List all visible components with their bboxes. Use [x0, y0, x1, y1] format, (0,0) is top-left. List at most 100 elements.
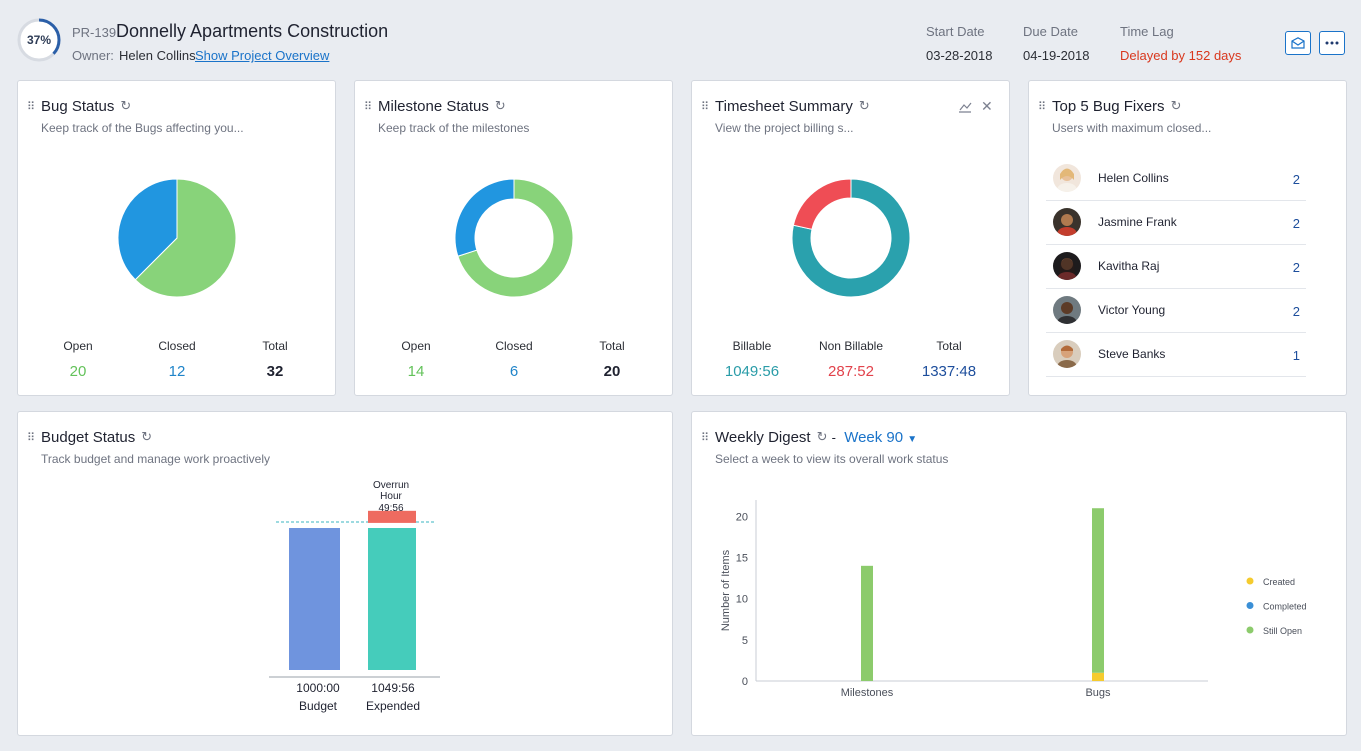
- y-tick-label: 0: [742, 676, 748, 688]
- open-slice[interactable]: [457, 178, 574, 298]
- bar-milestones-still-open[interactable]: [861, 565, 873, 681]
- drag-handle-icon[interactable]: ⠿: [27, 101, 35, 113]
- widget-title: Bug Status ↻: [41, 98, 131, 115]
- nonbillable-stat: Non Billable 287:52: [801, 339, 901, 380]
- progress-percent: 37%: [26, 33, 52, 47]
- bar-bugs-created[interactable]: [1092, 672, 1104, 681]
- weekly-digest-chart: 0 5 10 15 20 Number of Items Milestones Bugs Cre…: [720, 500, 1307, 699]
- billable-slice[interactable]: [791, 178, 911, 298]
- y-tick-label: 15: [736, 553, 748, 565]
- chart-type-icon[interactable]: [958, 100, 972, 116]
- overrun-label-1: Overrun: [373, 480, 409, 491]
- widget-title-text: Bug Status: [41, 98, 115, 115]
- project-header: 37% PR-139 Donnelly Apartments Construct…: [0, 0, 1361, 76]
- y-tick-label: 10: [736, 594, 748, 606]
- timesheet-donut: [791, 178, 911, 298]
- more-options-button[interactable]: [1319, 31, 1345, 55]
- total-value: 1337:48: [921, 363, 977, 380]
- list-item[interactable]: Steve Banks 1: [1046, 333, 1306, 377]
- closed-value: 12: [168, 363, 186, 380]
- widget-title-text: Timesheet Summary: [715, 98, 853, 115]
- owner-name: Helen Collins: [119, 48, 196, 63]
- avatar: [1053, 252, 1081, 280]
- time-lag: Time Lag Delayed by 152 days: [1120, 24, 1241, 63]
- closed-slice[interactable]: [454, 178, 515, 257]
- drag-handle-icon[interactable]: ⠿: [364, 101, 372, 113]
- list-item[interactable]: Jasmine Frank 2: [1046, 201, 1306, 245]
- closed-label: Closed: [495, 339, 533, 353]
- refresh-icon[interactable]: ↻: [494, 98, 506, 113]
- mail-button[interactable]: [1285, 31, 1311, 55]
- list-item[interactable]: Victor Young 2: [1046, 289, 1306, 333]
- budget-label: Budget: [299, 699, 338, 713]
- billable-stat: Billable 1049:56: [702, 339, 802, 380]
- legend-marker: [1246, 577, 1254, 585]
- show-project-overview-link[interactable]: Show Project Overview: [195, 48, 330, 63]
- refresh-icon[interactable]: ↻: [120, 98, 132, 113]
- nonbillable-slice[interactable]: [792, 178, 852, 230]
- x-tick-label: Milestones: [841, 687, 894, 699]
- billable-value: 1049:56: [724, 363, 780, 380]
- fixer-count: 2: [1292, 216, 1300, 231]
- project-id: PR-139: [72, 25, 117, 40]
- refresh-icon[interactable]: ↻: [816, 429, 828, 444]
- milestone-status-widget: ⠿ Milestone Status ↻ Keep track of the mi…: [354, 80, 673, 396]
- total-label: Total: [936, 339, 962, 353]
- list-item[interactable]: Kavitha Raj 2: [1046, 245, 1306, 289]
- fixer-count: 2: [1292, 260, 1300, 275]
- avatar-image: [1053, 208, 1081, 236]
- milestone-status-donut: [454, 178, 574, 298]
- closed-slice[interactable]: [117, 178, 178, 281]
- avatar-image: [1053, 340, 1081, 368]
- legend-label[interactable]: Created: [1263, 577, 1295, 587]
- open-slice[interactable]: [134, 178, 237, 298]
- avatar: [1053, 164, 1081, 192]
- drag-handle-icon[interactable]: ⠿: [701, 432, 709, 444]
- progress-ring-graphic: [17, 18, 61, 62]
- overrun-value: 49:56: [378, 503, 403, 514]
- due-date: Due Date 04-19-2018: [1023, 24, 1090, 63]
- time-lag-value: Delayed by 152 days: [1120, 48, 1242, 63]
- budget-chart: Overrun Hour 49:56 1000:00 Budget 1049:5…: [269, 480, 440, 713]
- total-label: Total: [262, 339, 288, 353]
- refresh-icon[interactable]: ↻: [1170, 98, 1182, 113]
- overrun-bar: [368, 510, 416, 523]
- refresh-icon[interactable]: ↻: [858, 98, 870, 113]
- chart-type-icon-graphic: [959, 102, 972, 113]
- legend-marker: [1246, 626, 1254, 634]
- widget-title: Milestone Status ↻: [378, 98, 506, 115]
- widget-title-text: Weekly Digest: [715, 429, 811, 446]
- title-separator: -: [831, 430, 837, 445]
- budget-value: 1000:00: [296, 681, 340, 695]
- drag-handle-icon[interactable]: ⠿: [27, 432, 35, 444]
- open-label: Open: [401, 339, 431, 353]
- drag-handle-icon[interactable]: ⠿: [1038, 101, 1046, 113]
- refresh-icon[interactable]: ↻: [141, 429, 153, 444]
- fixer-name: Kavitha Raj: [1098, 259, 1160, 273]
- total-label: Total: [599, 339, 625, 353]
- timesheet-summary-widget: ⠿ Timesheet Summary ↻ View the project bi…: [691, 80, 1010, 396]
- nonbillable-value: 287:52: [828, 363, 874, 380]
- overrun-label-2: Hour: [380, 491, 402, 502]
- progress-ring: 37%: [16, 17, 62, 63]
- time-lag-label: Time Lag: [1120, 24, 1174, 39]
- fixer-name: Helen Collins: [1098, 171, 1169, 185]
- open-stat: Open 14: [366, 339, 466, 380]
- closed-value: 6: [509, 363, 519, 380]
- open-label: Open: [63, 339, 93, 353]
- legend-label[interactable]: Completed: [1263, 602, 1307, 612]
- nonbillable-label: Non Billable: [818, 339, 884, 353]
- y-tick-label: 5: [742, 635, 748, 647]
- week-dropdown[interactable]: Week 90 ▼: [844, 429, 917, 446]
- expended-bar: [368, 528, 416, 670]
- drag-handle-icon[interactable]: ⠿: [701, 101, 709, 113]
- bar-bugs-still-open[interactable]: [1092, 508, 1104, 673]
- bug-status-widget: ⠿ Bug Status ↻ Keep track of the Bugs aff…: [17, 80, 336, 396]
- close-icon[interactable]: ✕: [981, 98, 993, 114]
- avatar-image: [1053, 296, 1081, 324]
- list-item[interactable]: Helen Collins 2: [1046, 157, 1306, 201]
- fixer-name: Victor Young: [1098, 303, 1166, 317]
- y-tick-label: 20: [736, 511, 748, 523]
- fixer-count: 2: [1292, 172, 1300, 187]
- legend-label[interactable]: Still Open: [1263, 626, 1302, 636]
